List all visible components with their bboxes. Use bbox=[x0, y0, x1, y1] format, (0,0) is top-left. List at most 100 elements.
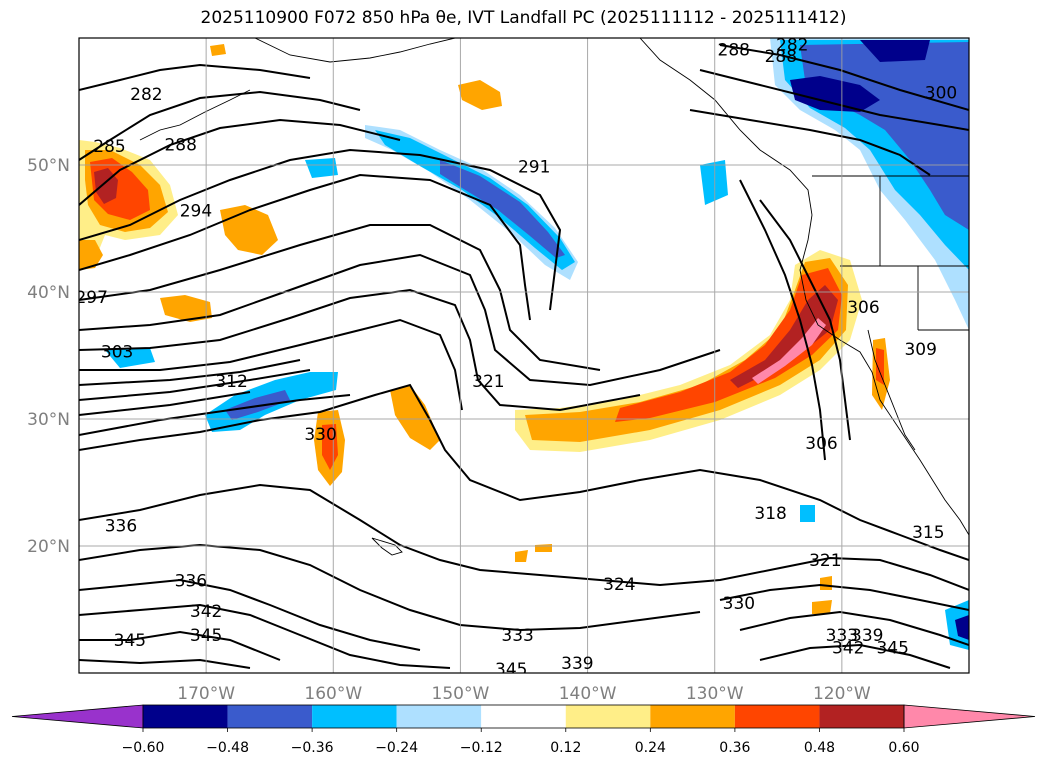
lon-tick-label: 160°W bbox=[304, 684, 362, 704]
shade-positive-band bbox=[390, 385, 440, 450]
shade-positive-small bbox=[812, 600, 832, 614]
shade-positive-small bbox=[515, 550, 528, 562]
lat-tick-label: 30°N bbox=[27, 410, 70, 430]
contour-label: 321 bbox=[472, 372, 504, 392]
contour-label: 312 bbox=[215, 372, 247, 392]
theta-e-contours bbox=[79, 44, 969, 669]
colorbar-tick-label: 0.12 bbox=[550, 740, 581, 756]
contour-291 bbox=[79, 148, 562, 311]
contour-label: 324 bbox=[603, 575, 635, 595]
contour-label: 345 bbox=[114, 631, 146, 651]
coastline-baja bbox=[867, 329, 916, 451]
border-states bbox=[840, 176, 969, 331]
lon-tick-label: 140°W bbox=[559, 684, 617, 704]
contour-label: 282 bbox=[130, 85, 162, 105]
colorbar-segment bbox=[819, 705, 904, 728]
coastline-west-us bbox=[799, 214, 969, 536]
colorbar-tick-label: 0.24 bbox=[635, 740, 666, 756]
shade-positive-north bbox=[210, 44, 226, 56]
shade-positive-band bbox=[752, 318, 826, 384]
shade-positive-small bbox=[535, 544, 552, 552]
contour-ne-3 bbox=[689, 109, 931, 176]
colorbar-tick-label: 0.60 bbox=[888, 740, 919, 756]
colorbar-tick-label: 0.48 bbox=[804, 740, 835, 756]
contour-label: 306 bbox=[847, 298, 879, 318]
contour-label: 330 bbox=[723, 594, 755, 614]
colorbar-tick-label: −0.36 bbox=[291, 740, 334, 756]
shade-positive-west bbox=[160, 295, 212, 322]
contour-label: 345 bbox=[876, 639, 908, 659]
lon-tick-label: 170°W bbox=[177, 684, 235, 704]
contour-300 bbox=[79, 253, 721, 387]
colorbar-tick-label: −0.60 bbox=[122, 740, 165, 756]
shade-negative-west bbox=[305, 158, 338, 178]
lat-tick-labels: 20°N 30°N 40°N 50°N bbox=[27, 156, 70, 557]
contour-312 bbox=[79, 369, 311, 401]
shade-positive-band bbox=[322, 424, 338, 470]
contour-label: 342 bbox=[832, 639, 864, 659]
shade-negative-west bbox=[225, 390, 290, 420]
ivt-shading bbox=[79, 38, 969, 650]
contour-285 bbox=[79, 90, 361, 161]
contour-label: 318 bbox=[754, 504, 786, 524]
map-title: 2025110900 F072 850 hPa θe, IVT Landfall… bbox=[200, 8, 847, 28]
shade-positive-west bbox=[220, 205, 278, 255]
colorbar-segment bbox=[481, 705, 566, 728]
gridlines bbox=[79, 38, 969, 673]
contour-label: 288 bbox=[718, 40, 750, 60]
contour-ne-1 bbox=[719, 44, 969, 111]
colorbar-tick-label: −0.48 bbox=[206, 740, 249, 756]
contour-label: 342 bbox=[190, 602, 222, 622]
map-frame bbox=[78, 37, 970, 674]
contour-label: 288 bbox=[164, 136, 196, 156]
contour-east-3 bbox=[759, 643, 951, 669]
colorbar: −0.60 −0.48 −0.36 −0.24 −0.12 0.12 0.24 0.36 0.4… bbox=[11, 704, 1036, 756]
contour-label: 288 bbox=[765, 47, 797, 67]
contour-label: 333 bbox=[826, 626, 858, 646]
lon-tick-label: 120°W bbox=[813, 684, 871, 704]
contour-306 bbox=[79, 318, 463, 411]
contour-east-2 bbox=[739, 610, 969, 646]
colorbar-segment bbox=[565, 705, 651, 728]
colorbar-segment bbox=[396, 705, 482, 728]
contour-east-1 bbox=[719, 583, 969, 611]
contour-label: 345 bbox=[190, 626, 222, 646]
contour-309 bbox=[79, 359, 301, 386]
shade-negative-band bbox=[440, 160, 565, 258]
colorbar-segment bbox=[734, 705, 820, 728]
lon-tick-label: 130°W bbox=[686, 684, 744, 704]
colorbar-under-arrow bbox=[11, 704, 144, 729]
contour-339 bbox=[79, 658, 251, 669]
contour-label: 309 bbox=[904, 340, 936, 360]
coastlines bbox=[139, 38, 969, 556]
contour-label: 333 bbox=[501, 626, 533, 646]
contour-coast-1 bbox=[759, 199, 851, 441]
shade-negative-ne bbox=[700, 160, 728, 205]
contour-336 bbox=[79, 630, 281, 661]
contour-label: 300 bbox=[925, 84, 957, 104]
contour-330 bbox=[79, 578, 421, 651]
shade-positive-west bbox=[79, 240, 103, 270]
coastline-alaska bbox=[254, 38, 456, 63]
contour-297 bbox=[79, 224, 601, 371]
contour-label: 345 bbox=[495, 660, 527, 680]
contour-label: 297 bbox=[75, 288, 107, 308]
contour-label: 291 bbox=[518, 157, 550, 177]
contour-288 bbox=[79, 118, 401, 206]
colorbar-tick-label: −0.24 bbox=[375, 740, 418, 756]
lat-tick-label: 40°N bbox=[27, 283, 70, 303]
contour-label: 294 bbox=[180, 202, 212, 222]
shade-positive-north bbox=[458, 80, 502, 110]
colorbar-segment bbox=[227, 705, 313, 728]
contour-label: 321 bbox=[809, 551, 841, 571]
contour-ne-2 bbox=[699, 69, 969, 131]
lon-tick-labels: 170°W 160°W 150°W 140°W 130°W 120°W bbox=[177, 684, 871, 704]
contour-label: 330 bbox=[304, 425, 336, 445]
contour-label: 315 bbox=[912, 523, 944, 543]
contour-294 bbox=[79, 173, 531, 321]
contour-label: 336 bbox=[105, 517, 137, 537]
contour-318 bbox=[79, 394, 351, 436]
colorbar-tick-label: 0.36 bbox=[719, 740, 750, 756]
